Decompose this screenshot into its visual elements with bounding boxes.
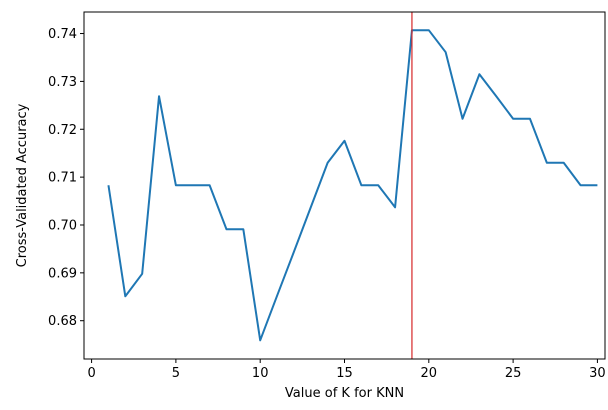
- x-tick-label: 25: [505, 366, 522, 381]
- y-tick-label: 0.68: [48, 314, 77, 329]
- y-tick-label: 0.71: [48, 171, 77, 186]
- y-tick-label: 0.69: [48, 266, 77, 281]
- y-tick-label: 0.73: [48, 75, 77, 90]
- x-tick-label: 30: [589, 366, 606, 381]
- y-tick-label: 0.70: [48, 218, 77, 233]
- x-tick-label: 0: [87, 366, 95, 381]
- x-tick-label: 15: [336, 366, 353, 381]
- plot-area: [107, 12, 598, 359]
- x-axis-label: Value of K for KNN: [285, 386, 404, 401]
- x-axis-ticks: 0 5 10 15 20 25 30: [87, 359, 606, 381]
- y-axis-ticks: 0.68 0.69 0.70 0.71 0.72 0.73 0.74: [48, 27, 84, 329]
- y-axis-label: Cross-Validated Accuracy: [15, 103, 30, 267]
- x-tick-label: 20: [421, 366, 438, 381]
- x-tick-label: 5: [172, 366, 180, 381]
- x-tick-label: 10: [252, 366, 269, 381]
- y-tick-label: 0.72: [48, 123, 77, 138]
- y-tick-label: 0.74: [48, 27, 77, 42]
- axes-frame: [83, 11, 606, 360]
- series-line-0: [107, 29, 598, 342]
